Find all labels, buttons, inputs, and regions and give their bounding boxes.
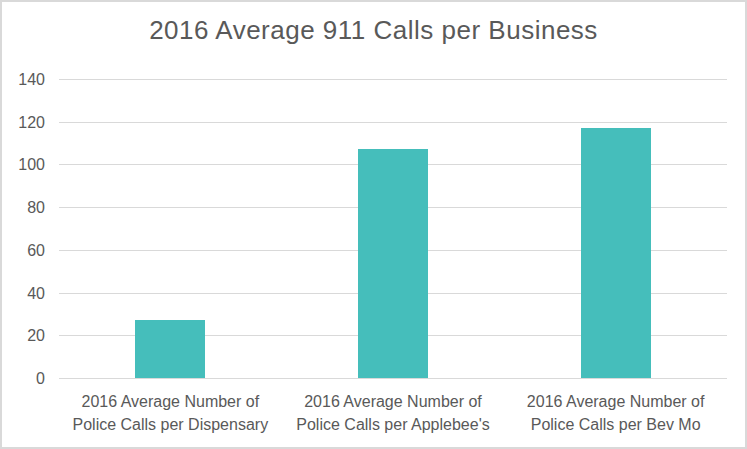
y-axis-tick-label-0: 0 <box>36 371 45 387</box>
chart-title: 2016 Average 911 Calls per Business <box>2 15 745 46</box>
y-axis-tick-label-140: 140 <box>18 72 45 88</box>
gridline-120 <box>59 122 727 123</box>
x-axis-category-label-3: 2016 Average Number of Police Calls per … <box>491 390 741 436</box>
y-axis: 020406080100120140 <box>2 80 47 379</box>
y-axis-tick-label-120: 120 <box>18 115 45 131</box>
gridline-140 <box>59 79 727 80</box>
y-axis-tick-label-20: 20 <box>27 328 45 344</box>
plot-area <box>59 80 727 379</box>
y-axis-tick-label-60: 60 <box>27 243 45 259</box>
x-axis-category-label-1: 2016 Average Number of Police Calls per … <box>45 390 295 436</box>
x-axis-category-label-2: 2016 Average Number of Police Calls per … <box>268 390 518 436</box>
gridline-0 <box>59 378 727 379</box>
bar-3 <box>581 128 651 378</box>
x-axis: 2016 Average Number of Police Calls per … <box>59 390 727 442</box>
y-axis-tick-label-80: 80 <box>27 200 45 216</box>
bar-2 <box>358 149 428 378</box>
chart: 2016 Average 911 Calls per Business 0 20 4… <box>0 0 747 449</box>
y-axis-tick-label-40: 40 <box>27 286 45 302</box>
bar-1 <box>135 320 205 378</box>
y-axis-tick-label-100: 100 <box>18 157 45 173</box>
